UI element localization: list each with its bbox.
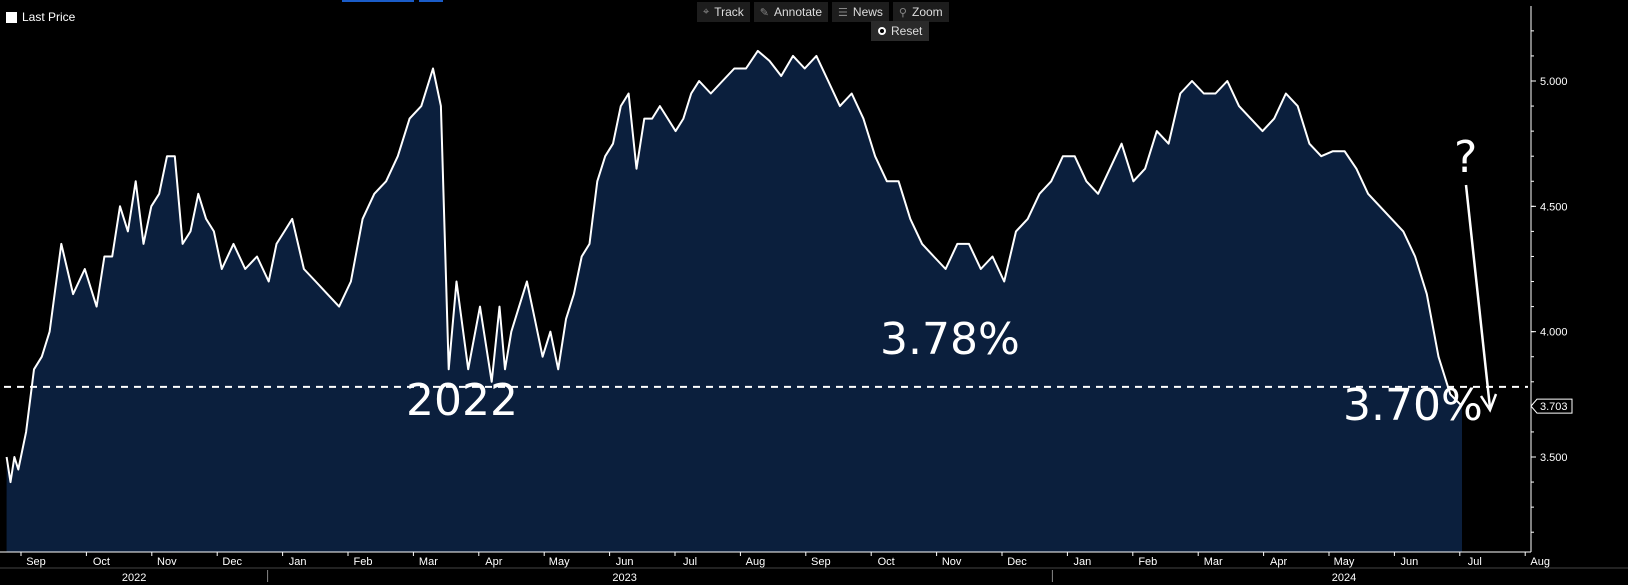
annotation-period: 2022 (406, 375, 518, 426)
month-label: Jun (616, 556, 634, 568)
month-label: Dec (222, 556, 242, 568)
month-label: Oct (878, 556, 895, 568)
month-label: Aug (1530, 556, 1550, 568)
annotation-last: 3.70% (1343, 380, 1483, 431)
reset-button[interactable]: Reset (871, 21, 930, 41)
year-label: 2023 (612, 572, 636, 584)
chart-toolbar: ⌖ Track ✎ Annotate ☰ News ⚲ Zoom (697, 2, 949, 22)
series-line (5, 49, 1463, 484)
reset-icon (878, 27, 886, 35)
legend[interactable]: Last Price (6, 10, 76, 24)
month-label: Sep (811, 556, 831, 568)
month-label: Oct (93, 556, 110, 568)
month-label: Sep (26, 556, 46, 568)
y-tick-label: 4.500 (1540, 201, 1568, 213)
month-label: Jan (289, 556, 307, 568)
news-icon: ☰ (838, 6, 848, 19)
top-accent-bar-2 (419, 0, 443, 2)
zoom-button[interactable]: ⚲ Zoom (892, 2, 949, 22)
month-label: Jan (1074, 556, 1092, 568)
month-label: Dec (1007, 556, 1027, 568)
news-button[interactable]: ☰ News (832, 2, 889, 22)
y-tick-label: 5.000 (1540, 76, 1568, 88)
month-label: Mar (419, 556, 438, 568)
pencil-icon: ✎ (759, 6, 769, 19)
top-accent-bar (342, 0, 414, 2)
month-label: May (549, 556, 570, 568)
annotate-label: Annotate (773, 5, 823, 19)
arrow-shaft (1464, 184, 1492, 409)
annotation-reference: 3.78% (880, 314, 1020, 365)
month-label: Nov (942, 556, 962, 568)
track-button[interactable]: ⌖ Track (697, 2, 750, 22)
crosshair-icon: ⌖ (703, 5, 710, 18)
month-label: Feb (1138, 556, 1157, 568)
month-label: Aug (746, 556, 766, 568)
annotation-question: ? (1454, 132, 1477, 183)
annotate-button[interactable]: ✎ Annotate (753, 2, 829, 22)
year-label: 2024 (1332, 572, 1356, 584)
month-label: Jul (1468, 556, 1482, 568)
month-label: Mar (1204, 556, 1223, 568)
year-label: 2022 (122, 572, 146, 584)
news-label: News (852, 5, 883, 19)
month-label: Apr (485, 556, 502, 568)
last-value-box (1530, 398, 1573, 414)
track-label: Track (714, 5, 744, 19)
month-label: Jul (683, 556, 697, 568)
reset-label: Reset (891, 24, 923, 38)
magnifier-icon: ⚲ (898, 6, 907, 19)
legend-swatch (6, 11, 17, 23)
month-label: Nov (157, 556, 177, 568)
zoom-label: Zoom (911, 5, 943, 19)
month-label: Feb (354, 556, 373, 568)
y-tick-label: 3.500 (1540, 452, 1568, 464)
legend-label: Last Price (22, 10, 76, 24)
last-value-label: 3.703 (1540, 401, 1568, 413)
month-label: Apr (1270, 556, 1287, 568)
arrow-head (1479, 393, 1498, 413)
y-tick-label: 4.000 (1540, 327, 1568, 339)
month-label: May (1334, 556, 1355, 568)
month-label: Jun (1401, 556, 1419, 568)
series-area (6, 50, 1463, 553)
